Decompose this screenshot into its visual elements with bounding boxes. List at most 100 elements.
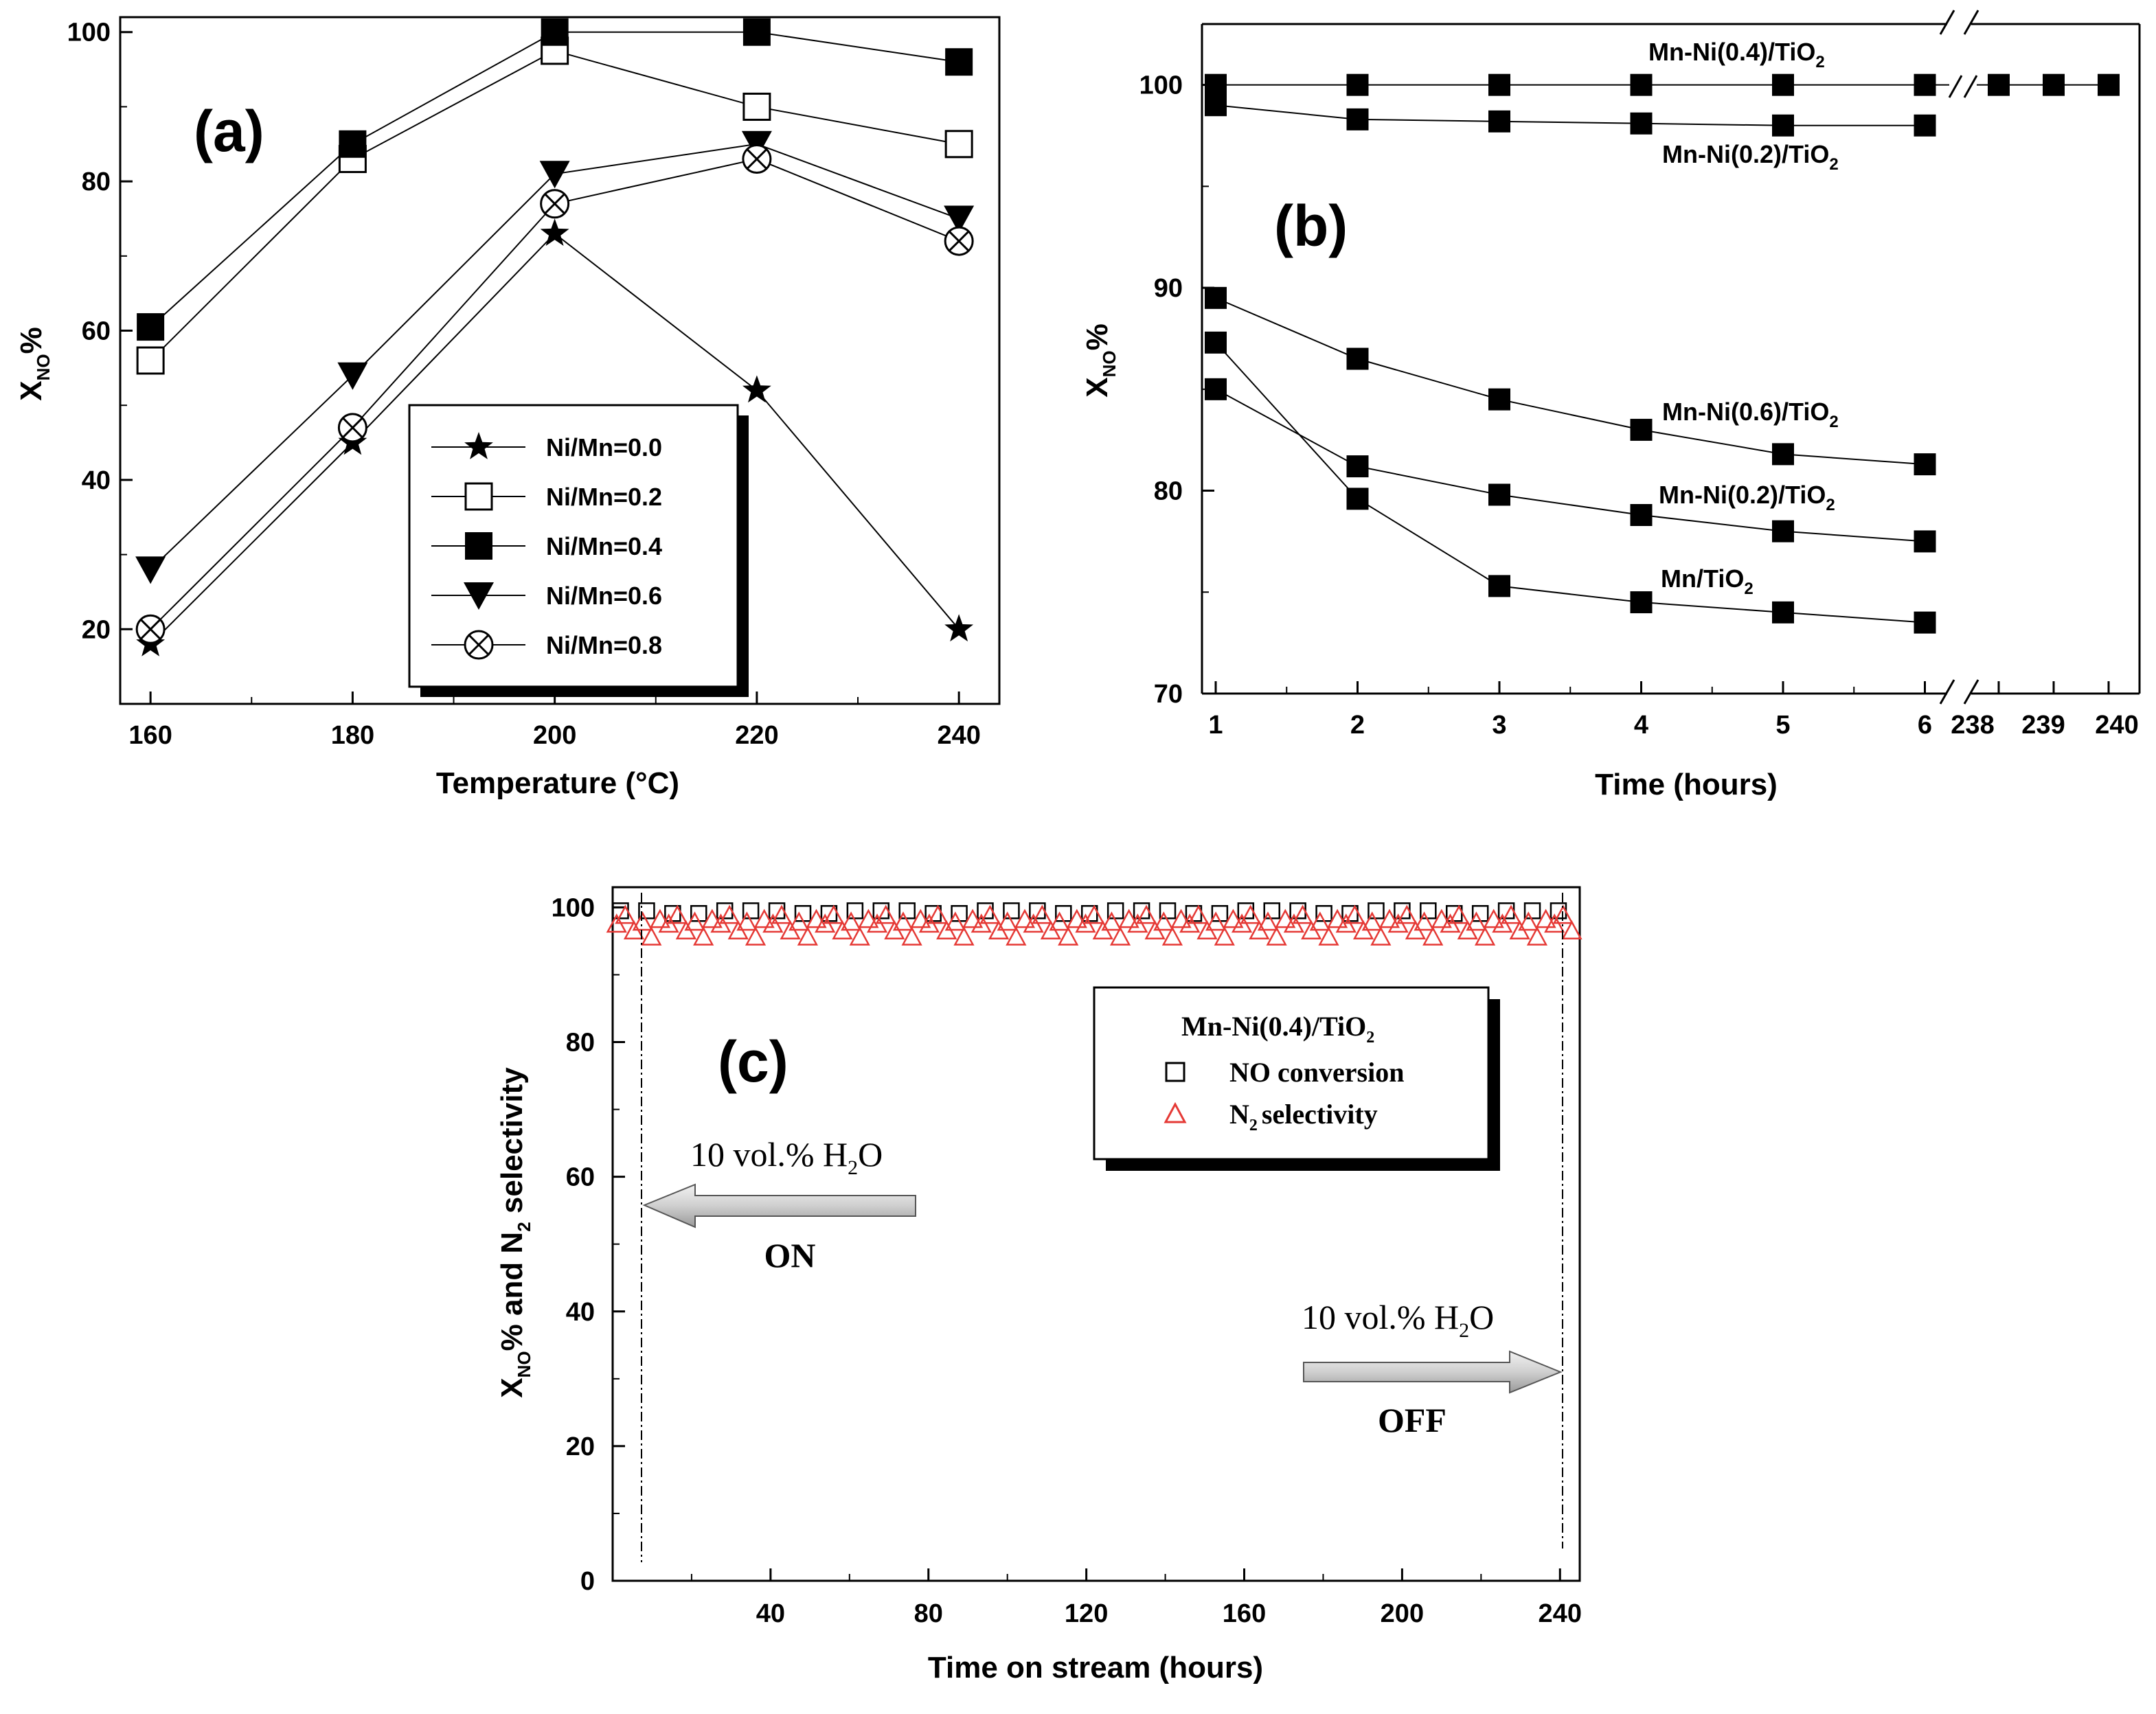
panel-c-y-tick-label: 0 bbox=[580, 1567, 595, 1596]
panel-a-data-point bbox=[339, 130, 367, 158]
panel-c-label: (c) bbox=[718, 1029, 788, 1094]
panel-a-x-tick-label: 160 bbox=[128, 721, 172, 750]
panel-a-data-point bbox=[135, 556, 166, 584]
panel-b-data-point bbox=[1988, 73, 2010, 96]
panel-a-y-axis-title: XNO% bbox=[14, 327, 54, 400]
panel-c-chart: 0 20 40 60 80 100 40 80 120 160 200 240 (c) Time o… bbox=[495, 886, 1582, 1684]
panel-c-n2-selectivity-point bbox=[1101, 911, 1122, 931]
panel-a-y-tick-label: 20 bbox=[82, 615, 111, 644]
panel-c-no-conversion-point bbox=[1003, 902, 1020, 919]
panel-a-data-point bbox=[540, 189, 570, 219]
panel-c-legend: Mn-Ni(0.4)/TiO2 NO conversion N2 selectiv… bbox=[1093, 986, 1500, 1171]
panel-a-data-point bbox=[539, 161, 570, 189]
panel-a-y-tick-label: 40 bbox=[82, 466, 111, 495]
panel-a-data-point bbox=[742, 18, 771, 46]
panel-c-water-off-annotation: 10 vol.% H2O OFF bbox=[1302, 1298, 1563, 1439]
panel-c-n2-selectivity-point bbox=[823, 904, 844, 924]
panel-a-data-point bbox=[337, 413, 367, 443]
panel-c-n2-selectivity-point bbox=[1344, 904, 1365, 924]
panel-c-no-conversion-point bbox=[690, 904, 707, 922]
panel-b-x-tick-label: 239 bbox=[2021, 711, 2065, 740]
panel-c-n2-selectivity-point bbox=[1006, 926, 1027, 946]
panel-c-left-arrow-icon bbox=[642, 1183, 916, 1229]
panel-a-legend-label: Ni/Mn=0.4 bbox=[546, 532, 662, 560]
panel-c-x-tick-label: 120 bbox=[1065, 1599, 1108, 1628]
panel-c-y-axis: 0 20 40 60 80 100 bbox=[552, 893, 625, 1596]
panel-c-no-conversion-point bbox=[846, 902, 864, 919]
panel-b-label-mn-ni-02-upper: Mn-Ni(0.2)/TiO2 bbox=[1662, 140, 1839, 174]
panel-c-n2-selectivity-point bbox=[927, 904, 949, 924]
panel-c-no-conversion-point bbox=[638, 902, 655, 919]
panel-a-data-point bbox=[742, 92, 771, 121]
panel-c-no-conversion-point bbox=[951, 904, 968, 922]
panel-b-data-point bbox=[1346, 455, 1369, 478]
panel-c-x-tick-label: 200 bbox=[1381, 1599, 1424, 1628]
panel-b-y-axis: 70 80 90 100 bbox=[1139, 71, 1214, 709]
panel-c-n2-selectivity-point bbox=[910, 909, 931, 928]
panel-c-n2-selectivity-point bbox=[1449, 904, 1470, 924]
panel-c-n2-selectivity-point bbox=[901, 926, 922, 946]
panel-b-data-point bbox=[1488, 483, 1510, 506]
panel-c-y-tick-label: 40 bbox=[566, 1298, 595, 1327]
panel-c-n2-selectivity-point bbox=[1161, 926, 1183, 946]
panel-c-no-conversion-point bbox=[1420, 902, 1437, 919]
svg-text:XNO% and N2 selectivity: XNO% and N2 selectivity bbox=[495, 1067, 534, 1398]
panel-b-data-point bbox=[1914, 114, 1936, 137]
panel-c-n2-selectivity-point bbox=[1483, 909, 1504, 928]
panel-b-data-point bbox=[2043, 73, 2065, 96]
svg-text:XNO%: XNO% bbox=[14, 327, 54, 400]
panel-c-n2-selectivity-point bbox=[962, 909, 984, 928]
panel-c-n2-selectivity-point bbox=[1535, 909, 1556, 928]
panel-c-n2-selectivity-point bbox=[841, 911, 862, 931]
panel-b-data-point bbox=[1914, 530, 1936, 553]
panel-a-data-point bbox=[944, 226, 974, 256]
panel-c-n2-selectivity-point bbox=[684, 911, 705, 931]
panel-a-series bbox=[135, 18, 975, 656]
svg-text:XNO%: XNO% bbox=[1080, 323, 1120, 397]
panel-b-x-tick-label: 5 bbox=[1775, 711, 1790, 740]
panel-b-chart: 70 80 90 100 1 2 3 4 5 6 238 239 240 (b) Time (hour… bbox=[1080, 10, 2141, 801]
panel-c-n2-selectivity-point bbox=[1431, 909, 1452, 928]
panel-c-n2-selectivity-point bbox=[1066, 909, 1087, 928]
panel-c-n2-selectivity-point bbox=[944, 911, 966, 931]
panel-b-data-point bbox=[2098, 73, 2120, 96]
panel-b-data-point bbox=[1346, 73, 1369, 96]
panel-a-legend-marker bbox=[465, 532, 492, 560]
panel-c-no-conversion-point bbox=[1315, 904, 1332, 922]
panel-a-legend-label: Ni/Mn=0.2 bbox=[546, 483, 662, 511]
panel-b-data-point bbox=[1205, 286, 1227, 309]
panel-a-y-axis: 20 40 60 80 100 bbox=[67, 19, 133, 644]
panel-b-x-axis: 1 2 3 4 5 6 238 239 240 bbox=[1208, 681, 2139, 740]
panel-a-legend-label: Ni/Mn=0.8 bbox=[546, 631, 662, 659]
panel-c-n2-selectivity-point bbox=[1414, 911, 1435, 931]
panel-c-no-conversion-point bbox=[1263, 902, 1280, 919]
panel-a-data-point bbox=[540, 218, 569, 246]
panel-c-n2-selectivity-point bbox=[1032, 904, 1053, 924]
panel-c-n2-selectivity-point bbox=[649, 909, 671, 928]
panel-a-legend-marker bbox=[464, 432, 493, 459]
panel-c-n2-selectivity-point bbox=[1275, 909, 1296, 928]
panel-c-on-water-text: 10 vol.% H2O bbox=[690, 1135, 883, 1179]
panel-c-n2-selectivity-point bbox=[1361, 911, 1383, 931]
panel-b-data-point bbox=[1488, 110, 1510, 133]
panel-c-no-conversion-point bbox=[898, 902, 916, 919]
panel-a-legend-label: Ni/Mn=0.0 bbox=[546, 433, 662, 461]
panel-a-label: (a) bbox=[194, 99, 264, 163]
panel-c-n2-selectivity-point bbox=[953, 926, 975, 946]
panel-b-data-point bbox=[1772, 73, 1794, 96]
panel-c-n2-selectivity-point bbox=[1309, 911, 1330, 931]
panel-b-data-point bbox=[1205, 73, 1227, 96]
panel-a-y-tick-label: 80 bbox=[82, 168, 111, 196]
panel-a-x-tick-label: 240 bbox=[937, 721, 980, 750]
panel-b-y-tick-label: 90 bbox=[1154, 274, 1183, 303]
panel-b-data-point bbox=[1914, 73, 1936, 96]
panel-a-chart: 20 40 60 80 100 160 180 200 220 240 (a) Temperat… bbox=[14, 16, 1001, 800]
panel-b-x-tick-label: 2 bbox=[1350, 711, 1365, 740]
panel-c-n2-selectivity-point bbox=[771, 904, 793, 924]
panel-c-n2-selectivity-point bbox=[1370, 926, 1392, 946]
panel-c-n2-selectivity-point bbox=[1422, 926, 1444, 946]
panel-b-label-mn-ni-06: Mn-Ni(0.6)/TiO2 bbox=[1662, 398, 1839, 431]
panel-b-data-point bbox=[1488, 575, 1510, 597]
panel-c-n2-selectivity-point bbox=[1084, 904, 1105, 924]
panel-b-x-tick-label: 6 bbox=[1918, 711, 1932, 740]
